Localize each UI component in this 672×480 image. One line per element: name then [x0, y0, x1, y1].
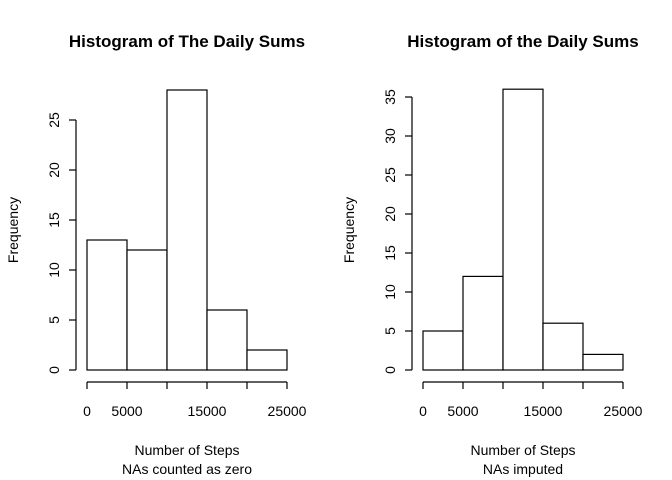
- right-y-tick-label-30: 30: [382, 128, 398, 144]
- left-x-tick-label-5000: 5000: [111, 403, 142, 419]
- right-chart-title: Histogram of the Daily Sums: [407, 32, 638, 51]
- right-histogram-bar-4: [542, 322, 584, 371]
- right-x-axis-label: Number of Steps: [470, 442, 575, 458]
- left-y-tick-label-20: 20: [46, 162, 62, 178]
- left-x-tick-label-0: 0: [83, 403, 91, 419]
- left-x-tick-label-15000: 15000: [188, 403, 227, 419]
- left-y-axis-label: Frequency: [5, 197, 21, 263]
- right-y-tick-label-0: 0: [382, 366, 398, 374]
- left-histogram-bar-2: [126, 249, 168, 371]
- right-y-tick-label-15: 15: [382, 245, 398, 261]
- left-histogram-panel: Histogram of The Daily Sums Number of St…: [5, 32, 307, 477]
- right-y-tick-label-20: 20: [382, 206, 398, 222]
- right-y-tick-label-10: 10: [382, 284, 398, 300]
- right-y-tick-label-25: 25: [382, 167, 398, 183]
- left-histogram-bar-1: [86, 239, 128, 371]
- right-y-tick-label-35: 35: [382, 89, 398, 105]
- right-x-tick-label-0: 0: [419, 403, 427, 419]
- left-histogram-bar-3: [166, 89, 208, 371]
- left-histogram-bar-4: [206, 309, 248, 371]
- left-y-tick-label-10: 10: [46, 262, 62, 278]
- right-x-tick-label-5000: 5000: [447, 403, 478, 419]
- left-histogram-bar-5: [246, 349, 288, 371]
- right-histogram-panel: Histogram of the Daily Sums Number of St…: [341, 32, 643, 477]
- right-histogram-bar-5: [582, 353, 624, 371]
- left-x-axis-subtitle: NAs counted as zero: [122, 461, 252, 477]
- left-y-tick-label-15: 15: [46, 212, 62, 228]
- left-y-tick-label-25: 25: [46, 112, 62, 128]
- left-x-tick-label-25000: 25000: [268, 403, 307, 419]
- right-y-tick-label-5: 5: [382, 327, 398, 335]
- right-x-tick-label-15000: 15000: [524, 403, 563, 419]
- right-histogram-bar-3: [502, 88, 544, 371]
- left-x-axis-label: Number of Steps: [134, 442, 239, 458]
- right-y-axis-label: Frequency: [341, 197, 357, 263]
- left-y-tick-label-0: 0: [46, 366, 62, 374]
- left-chart-title: Histogram of The Daily Sums: [69, 32, 305, 51]
- right-histogram-bar-1: [422, 330, 464, 371]
- right-histogram-bar-2: [462, 275, 504, 371]
- right-x-tick-label-25000: 25000: [604, 403, 643, 419]
- right-x-axis-subtitle: NAs imputed: [483, 461, 563, 477]
- left-y-tick-label-5: 5: [46, 316, 62, 324]
